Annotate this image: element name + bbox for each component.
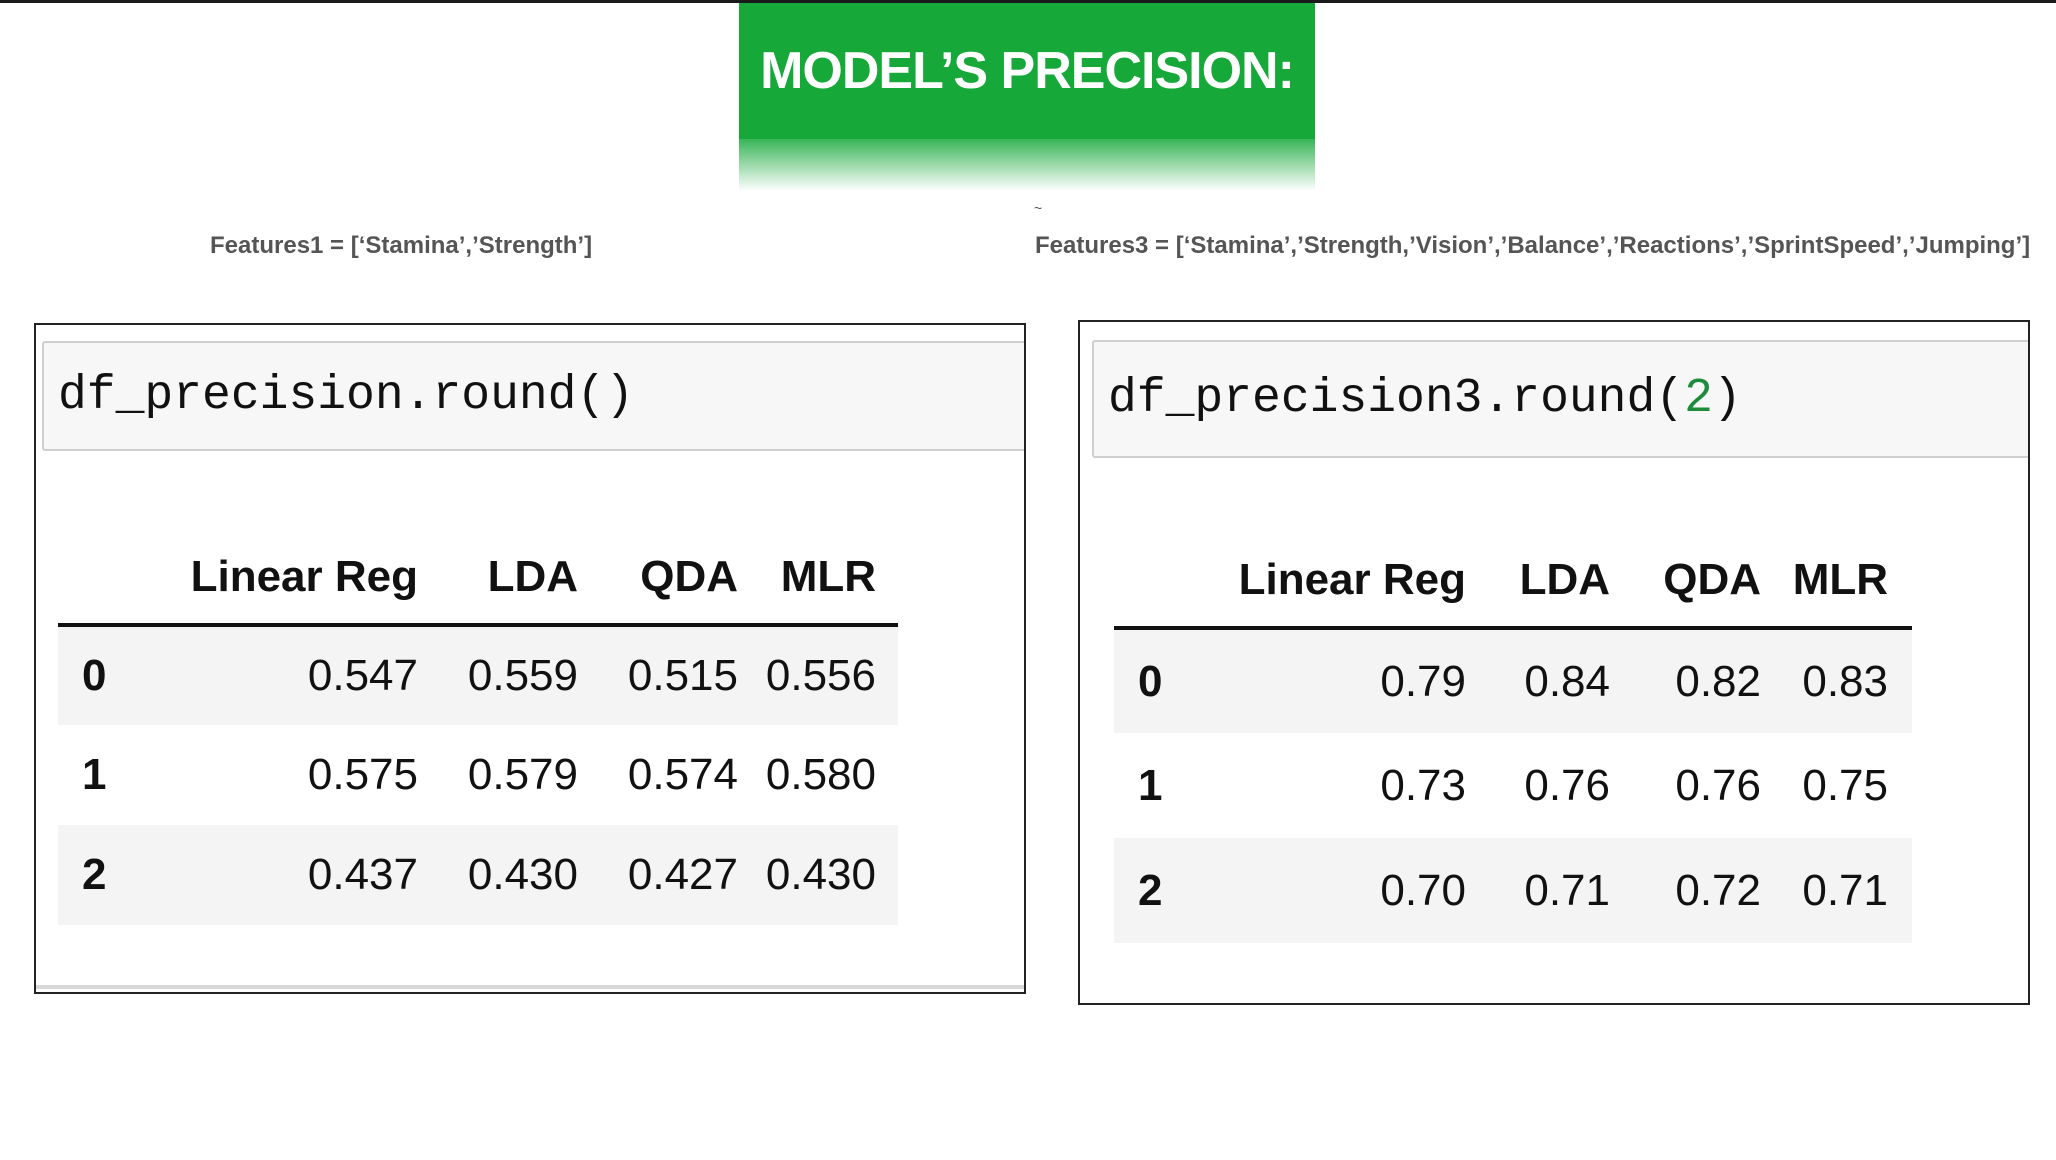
left-code-cell: df_precision.round() — [42, 341, 1024, 451]
stray-mark: ~ — [1034, 200, 1043, 216]
left-precision-table: Linear Reg LDA QDA MLR 0 0.547 0.559 0.5… — [58, 530, 898, 925]
column-header: Linear Reg — [190, 551, 418, 601]
table-cell: 0.580 — [765, 750, 876, 799]
column-header: MLR — [1792, 554, 1888, 604]
right-precision-table: Linear Reg LDA QDA MLR 0 0.79 0.84 0.82 … — [1114, 533, 1912, 943]
table-cell: 0.559 — [467, 651, 578, 700]
column-header: LDA — [1519, 554, 1610, 604]
column-header: Linear Reg — [1238, 554, 1466, 604]
table-row: 1 0.575 0.579 0.574 0.580 — [58, 725, 898, 825]
table-cell: 0.430 — [765, 850, 876, 899]
table-cell: 0.79 — [1380, 656, 1466, 706]
table-header-row: Linear Reg LDA QDA MLR — [58, 530, 898, 625]
column-header: LDA — [487, 551, 578, 601]
table-row: 0 0.79 0.84 0.82 0.83 — [1114, 628, 1912, 733]
right-notebook-screenshot: df_precision3.round(2) Linear Reg LDA QD… — [1078, 320, 2030, 1005]
right-code-text: df_precision3.round( — [1108, 372, 1685, 426]
left-notebook-screenshot: df_precision.round() Linear Reg LDA QDA … — [34, 323, 1026, 994]
right-code-close: ) — [1712, 372, 1742, 426]
row-index: 0 — [82, 651, 107, 700]
row-index: 0 — [1138, 656, 1163, 706]
cell-bottom-border — [36, 985, 1024, 989]
table-cell: 0.575 — [307, 750, 418, 799]
table-cell: 0.556 — [765, 651, 876, 700]
top-rule — [0, 0, 2056, 3]
table-cell: 0.76 — [1675, 760, 1761, 810]
table-cell: 0.430 — [467, 850, 578, 899]
title-banner: MODEL’S PRECISION: — [739, 3, 1315, 191]
right-code-cell: df_precision3.round(2) — [1092, 340, 2028, 458]
index-header — [1114, 533, 1210, 628]
column-header: QDA — [1663, 554, 1761, 604]
table-cell: 0.547 — [307, 651, 418, 700]
title-banner-fill: MODEL’S PRECISION: — [739, 3, 1315, 139]
row-index: 1 — [1138, 760, 1163, 810]
column-header: MLR — [780, 551, 876, 601]
table-cell: 0.70 — [1380, 865, 1466, 915]
table-cell: 0.84 — [1524, 656, 1610, 706]
table-cell: 0.72 — [1675, 865, 1761, 915]
title-banner-shadow — [739, 139, 1315, 191]
table-cell: 0.574 — [627, 750, 738, 799]
row-index: 2 — [1138, 865, 1163, 915]
table-cell: 0.83 — [1802, 656, 1888, 706]
table-cell: 0.579 — [467, 750, 578, 799]
table-row: 0 0.547 0.559 0.515 0.556 — [58, 625, 898, 725]
left-code-text: df_precision.round() — [58, 369, 635, 423]
table-row: 2 0.70 0.71 0.72 0.71 — [1114, 838, 1912, 943]
column-header: QDA — [640, 551, 738, 601]
features3-label: Features3 = [‘Stamina’,’Strength,’Vision… — [1035, 232, 2031, 259]
table-cell: 0.515 — [627, 651, 738, 700]
table-cell: 0.73 — [1380, 760, 1466, 810]
table-cell: 0.71 — [1524, 865, 1610, 915]
table-cell: 0.82 — [1675, 656, 1761, 706]
table-cell: 0.427 — [627, 850, 738, 899]
table-header-row: Linear Reg LDA QDA MLR — [1114, 533, 1912, 628]
table-cell: 0.75 — [1802, 760, 1888, 810]
index-header — [58, 530, 168, 625]
table-cell: 0.437 — [307, 850, 418, 899]
table-row: 2 0.437 0.430 0.427 0.430 — [58, 825, 898, 925]
page-title: MODEL’S PRECISION: — [760, 42, 1295, 100]
table-row: 1 0.73 0.76 0.76 0.75 — [1114, 733, 1912, 838]
table-cell: 0.76 — [1524, 760, 1610, 810]
row-index: 1 — [82, 750, 107, 799]
features1-label: Features1 = [‘Stamina’,’Strength’] — [210, 232, 593, 259]
right-code-argument: 2 — [1684, 372, 1713, 426]
table-cell: 0.71 — [1802, 865, 1888, 915]
row-index: 2 — [82, 850, 107, 899]
